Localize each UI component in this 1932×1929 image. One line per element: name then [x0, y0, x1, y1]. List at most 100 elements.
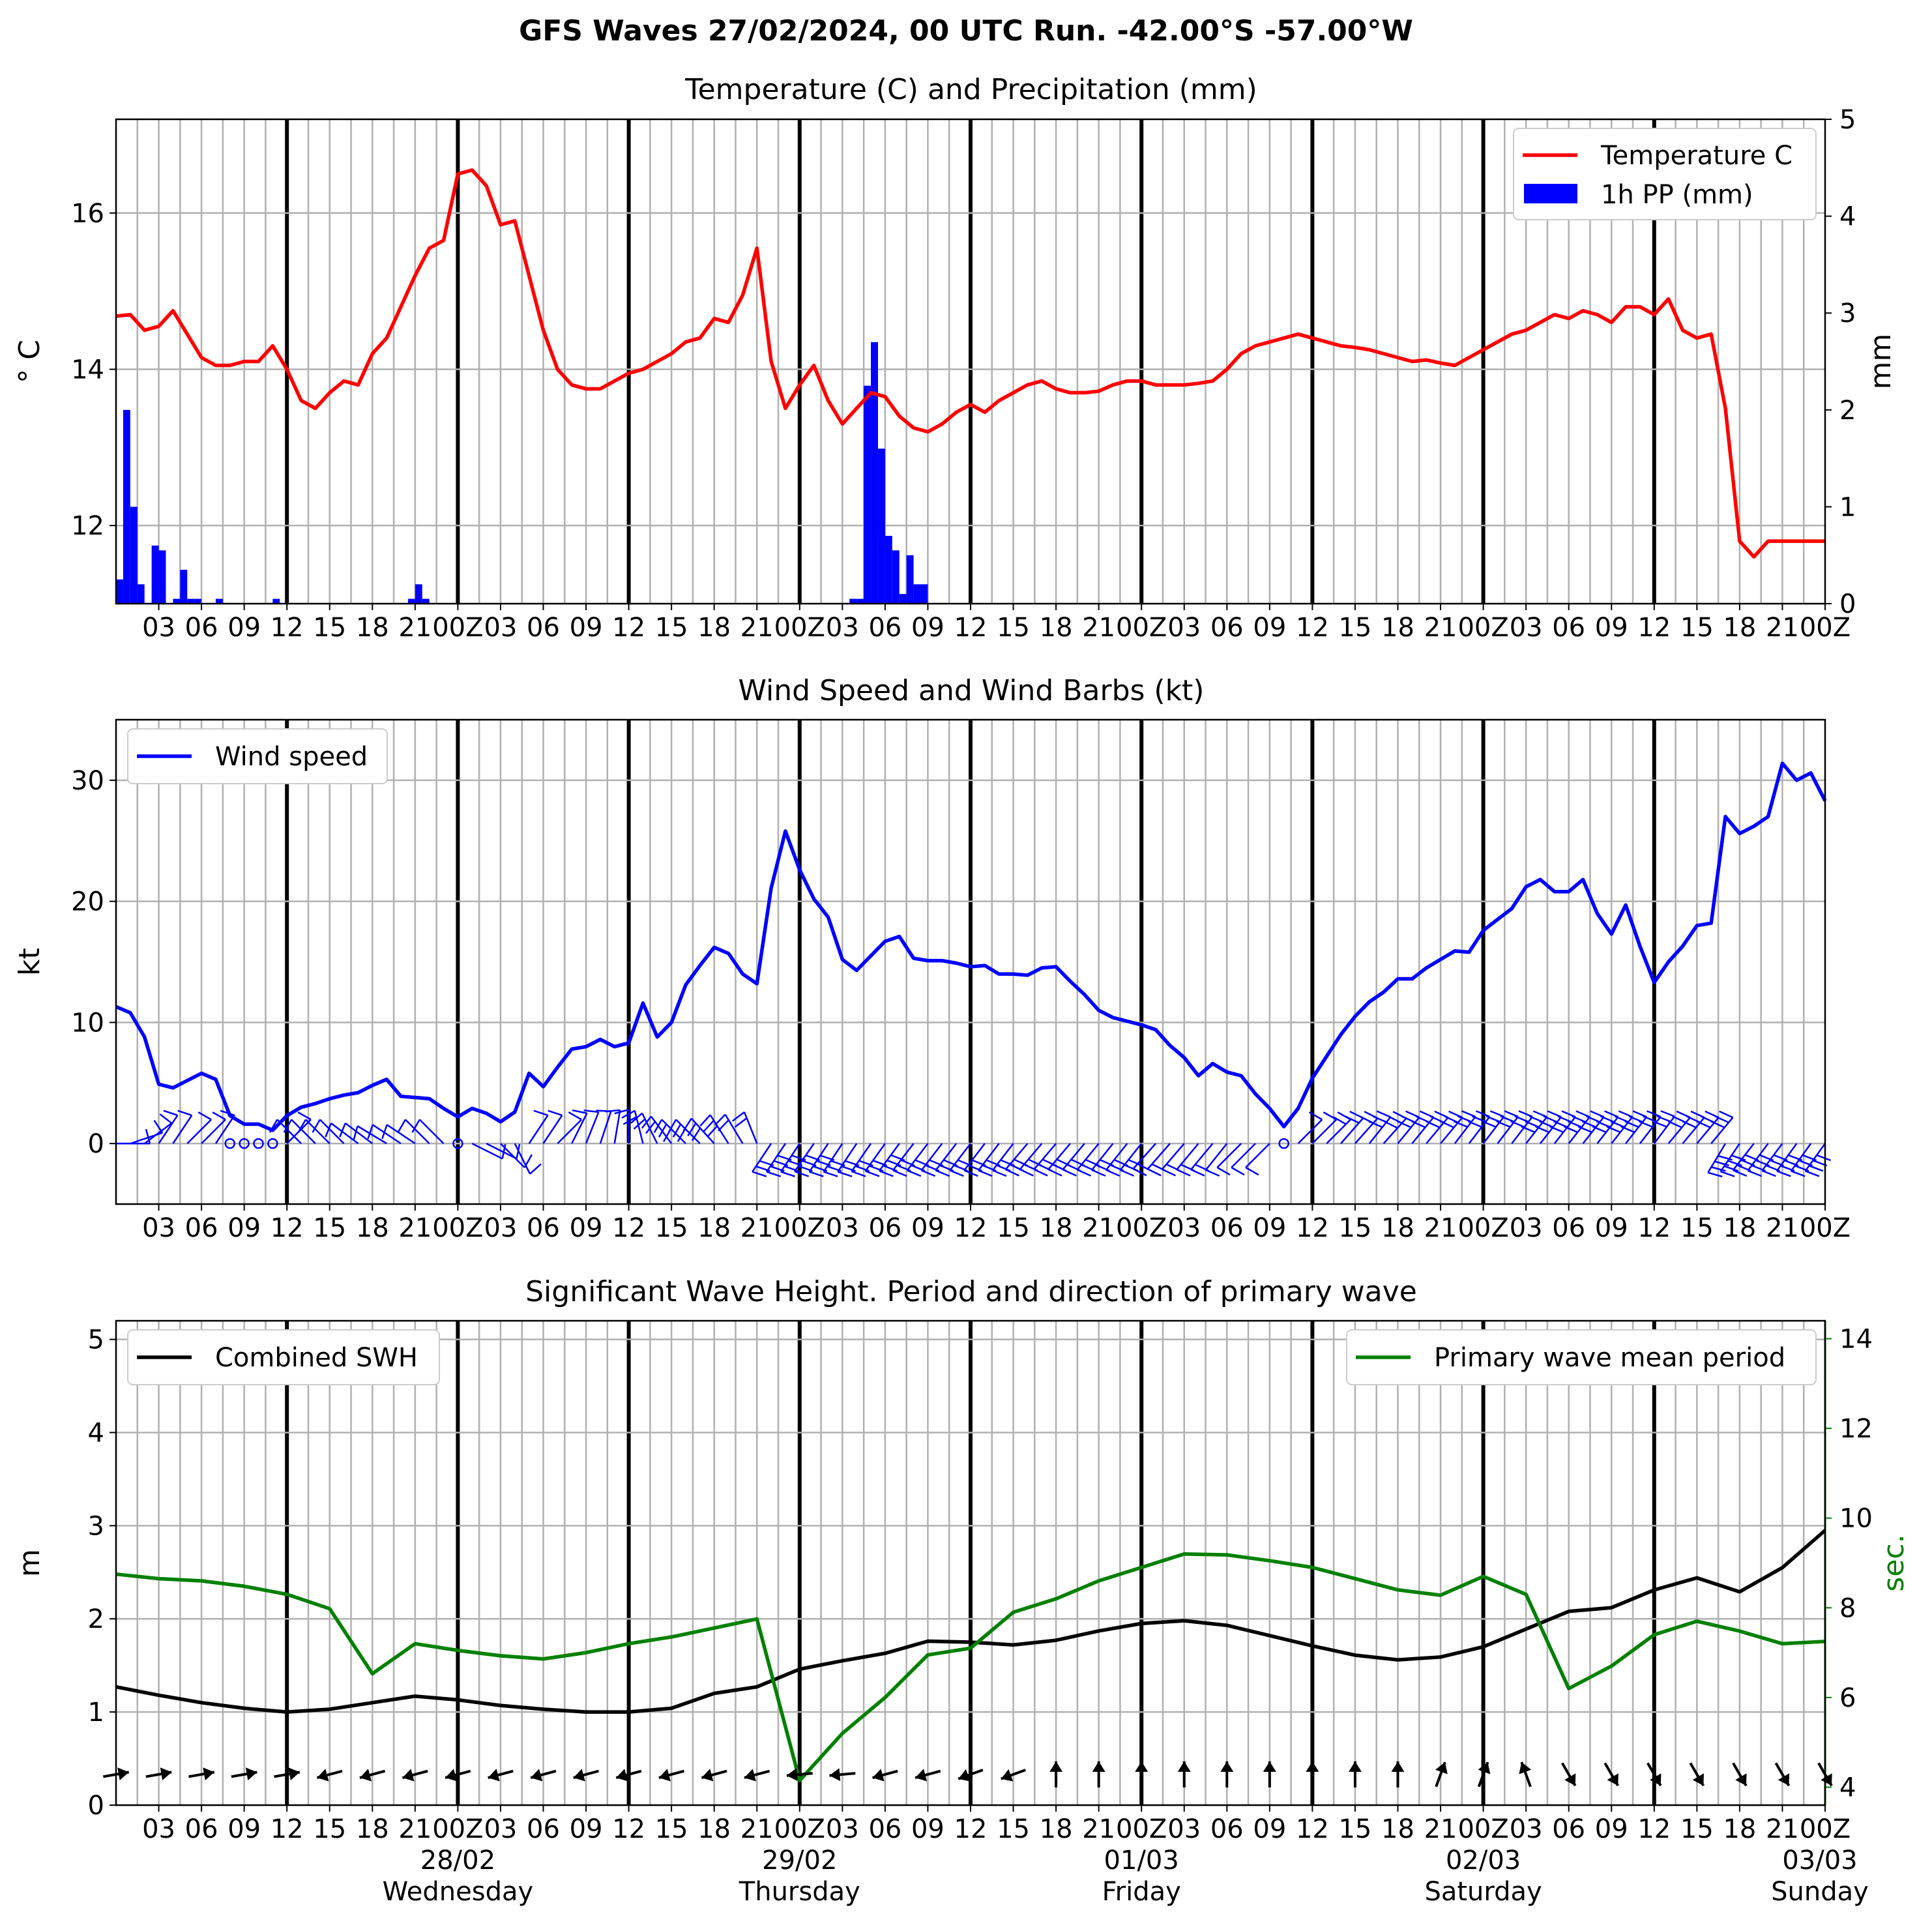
wind-barb-feather	[212, 1111, 226, 1121]
day-label: Sunday	[1771, 1877, 1869, 1907]
wind-barb	[641, 1115, 673, 1144]
wave-arrow-head	[1778, 1773, 1790, 1786]
wind-barb-staff	[1682, 1117, 1705, 1144]
wind-barb-calm	[224, 1138, 236, 1149]
panel1-title: Temperature (C) and Precipitation (mm)	[684, 73, 1257, 106]
x-tick-label: 06	[527, 1814, 560, 1844]
wind-barb-feather	[1761, 1170, 1776, 1177]
precip-bar	[116, 579, 123, 604]
wave-direction-arrow	[1435, 1761, 1448, 1788]
wave-direction-arrow	[1049, 1761, 1063, 1788]
wind-barb-staff	[1411, 1117, 1435, 1144]
x-tick-label: 03	[1510, 1814, 1543, 1844]
wind-barb-feather	[1062, 1168, 1077, 1177]
y-right-tick-label: 4	[1839, 202, 1856, 232]
wave-arrow-head	[117, 1767, 129, 1781]
wind-barb-feather	[572, 1109, 587, 1114]
wind-barb-feather	[1652, 1120, 1667, 1128]
wave-direction-arrow	[359, 1769, 386, 1782]
x-tick-label: 06	[185, 1814, 218, 1844]
legend-swatch-precip	[1524, 184, 1577, 203]
x-tick-label: 15	[1338, 613, 1371, 643]
precip-bar	[415, 584, 422, 604]
precip-bar	[871, 342, 878, 604]
wind-barb-feather	[1132, 1168, 1147, 1177]
wind-barb-feather	[921, 1170, 936, 1177]
wind-barb-feather	[1245, 1166, 1259, 1176]
wind-barb-feather	[731, 1111, 745, 1122]
wind-barb	[1720, 1143, 1746, 1177]
wind-barb-feather	[1549, 1125, 1564, 1133]
x-tick-label: 00Z	[1457, 1814, 1508, 1844]
wave-direction-arrow	[316, 1769, 343, 1782]
wave-direction-arrow	[744, 1769, 770, 1782]
wind-barb-staff	[1596, 1116, 1619, 1144]
precip-bar	[187, 598, 195, 604]
x-tick-label: 03	[1167, 1213, 1201, 1243]
x-tick-label: 12	[1296, 613, 1329, 643]
wind-barb-feather	[963, 1170, 978, 1177]
wind-barb-staff	[724, 1113, 744, 1144]
x-tick-label: 06	[1210, 1814, 1244, 1844]
wind-barb-feather	[1521, 1125, 1536, 1133]
x-tick-label: 18	[1381, 1814, 1414, 1844]
wind-barb	[1004, 1143, 1029, 1177]
wave-arrow-head	[1519, 1762, 1532, 1774]
wind-barb	[186, 1111, 212, 1145]
y-right-tick-label: 0	[1839, 589, 1856, 619]
wind-barb	[1804, 1143, 1831, 1177]
wind-barb-feather	[1047, 1168, 1062, 1177]
y-right-axis-label: sec.	[1877, 1534, 1910, 1591]
wind-barb-staff	[864, 1143, 886, 1172]
wave-direction-arrow	[658, 1769, 684, 1782]
wind-barb-feather	[1397, 1120, 1412, 1128]
date-label: 28/02	[420, 1846, 495, 1876]
legend-box	[1513, 128, 1817, 220]
x-tick-label: 12	[1637, 1213, 1671, 1243]
wave-arrow-head	[744, 1769, 756, 1782]
wave-direction-arrow	[402, 1769, 428, 1782]
wind-barb-staff	[1062, 1143, 1085, 1170]
wind-barb-feather	[1592, 1125, 1607, 1133]
wind-barb-feather	[892, 1170, 907, 1177]
precip-bar	[877, 449, 885, 604]
wave-arrow-head	[531, 1769, 543, 1782]
wind-barb-staff	[1790, 1143, 1812, 1172]
x-tick-label: 00Z	[774, 1213, 825, 1243]
y-right-tick-label: 3	[1839, 299, 1856, 329]
wind-barb	[1297, 1111, 1323, 1145]
wind-barb-feather	[633, 1118, 646, 1130]
wave-direction-arrow	[1391, 1761, 1405, 1788]
wave-arrow-head	[915, 1769, 928, 1782]
wave-direction-arrow	[915, 1769, 941, 1782]
x-tick-label: 06	[868, 1814, 901, 1844]
wind-barb-feather	[879, 1170, 894, 1177]
y-tick-label: 0	[88, 1129, 104, 1159]
wave-direction-arrow	[1774, 1762, 1791, 1787]
x-tick-label: 12	[1296, 1213, 1329, 1243]
legend-top-right	[1513, 128, 1817, 220]
wave-direction-arrow	[530, 1769, 557, 1782]
wind-barb-feather	[682, 1117, 692, 1132]
x-tick-label: 06	[185, 1213, 218, 1243]
wind-barb-feather	[1332, 1116, 1347, 1125]
wind-barb	[1710, 1110, 1734, 1144]
wind-barb-staff	[1747, 1143, 1769, 1171]
y-tick-label: 0	[88, 1791, 104, 1821]
wind-barb	[1652, 1110, 1676, 1144]
precip-bar	[130, 507, 138, 604]
wind-barb-feather	[1620, 1125, 1635, 1133]
wind-barb-feather	[1231, 1166, 1245, 1176]
wave-arrow-head	[1348, 1761, 1362, 1772]
x-tick-label: 06	[1210, 613, 1244, 643]
x-tick-label: 06	[1552, 613, 1585, 643]
wave-direction-arrow	[1263, 1761, 1276, 1788]
x-tick-label: 06	[1552, 1213, 1585, 1243]
x-tick-label: 18	[356, 1213, 389, 1243]
wind-barb-feather	[1457, 1115, 1472, 1123]
wind-barb-staff	[634, 1110, 644, 1144]
wind-barb	[1496, 1110, 1519, 1144]
precip-bar	[173, 598, 181, 604]
precip-bar	[864, 385, 871, 604]
x-tick-label: 15	[997, 613, 1030, 643]
